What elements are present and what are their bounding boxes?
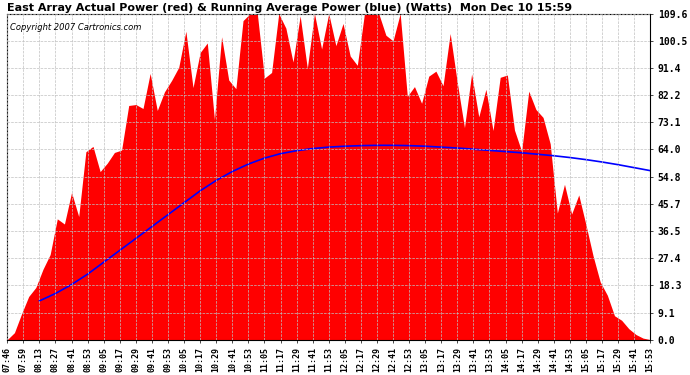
Text: Copyright 2007 Cartronics.com: Copyright 2007 Cartronics.com	[10, 23, 142, 32]
Text: East Array Actual Power (red) & Running Average Power (blue) (Watts)  Mon Dec 10: East Array Actual Power (red) & Running …	[8, 3, 573, 13]
